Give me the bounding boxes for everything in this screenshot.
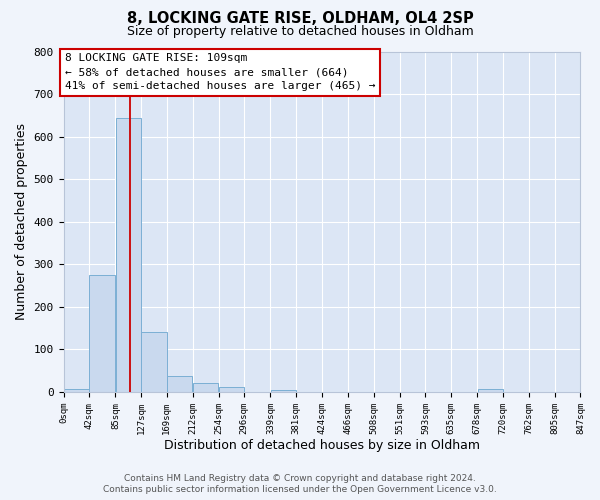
Bar xyxy=(193,384,218,392)
Bar xyxy=(167,376,192,392)
Text: Size of property relative to detached houses in Oldham: Size of property relative to detached ho… xyxy=(127,25,473,38)
Text: 8, LOCKING GATE RISE, OLDHAM, OL4 2SP: 8, LOCKING GATE RISE, OLDHAM, OL4 2SP xyxy=(127,11,473,26)
Y-axis label: Number of detached properties: Number of detached properties xyxy=(15,123,28,320)
Bar xyxy=(141,332,167,392)
Bar xyxy=(89,275,115,392)
Text: 8 LOCKING GATE RISE: 109sqm
← 58% of detached houses are smaller (664)
41% of se: 8 LOCKING GATE RISE: 109sqm ← 58% of det… xyxy=(65,53,375,91)
Text: Contains HM Land Registry data © Crown copyright and database right 2024.
Contai: Contains HM Land Registry data © Crown c… xyxy=(103,474,497,494)
Bar xyxy=(64,388,89,392)
Bar xyxy=(271,390,296,392)
Bar xyxy=(219,387,244,392)
Bar xyxy=(478,389,503,392)
X-axis label: Distribution of detached houses by size in Oldham: Distribution of detached houses by size … xyxy=(164,440,480,452)
Bar xyxy=(116,118,141,392)
